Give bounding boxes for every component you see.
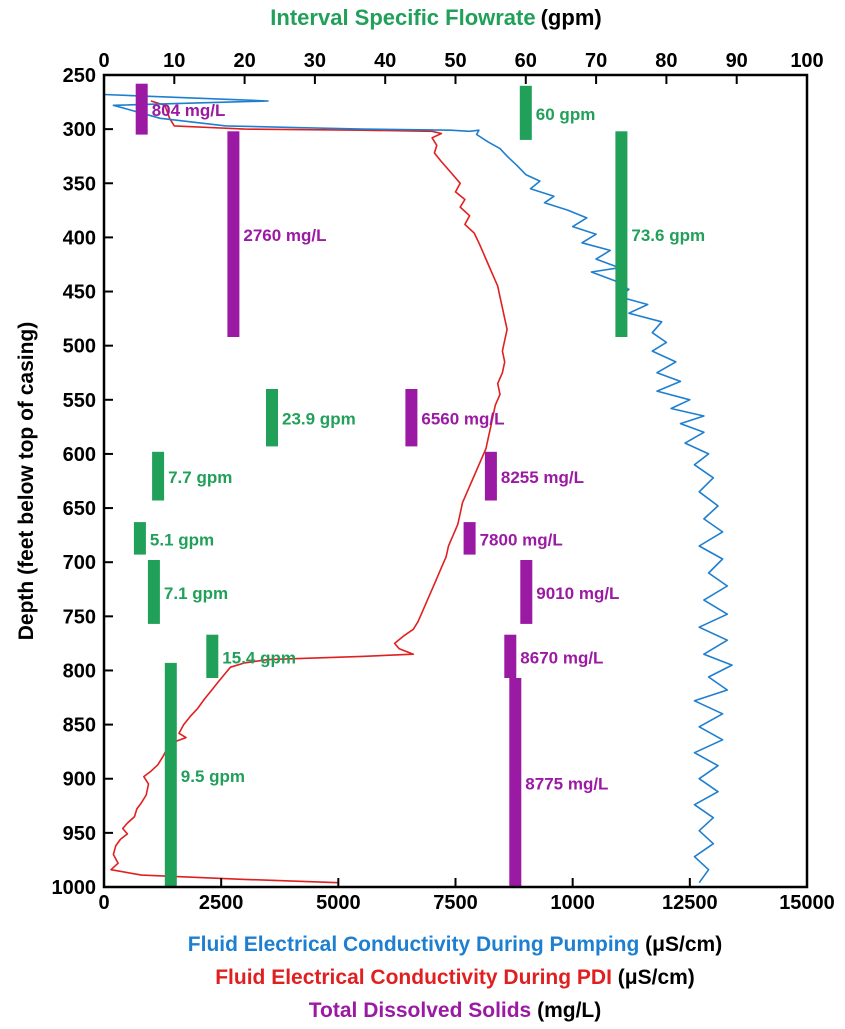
- left-tick-label-14: 950: [63, 823, 96, 845]
- flowrate-bar-5: [147, 560, 160, 624]
- bottom-tick-label-6: 15000: [779, 892, 835, 914]
- interval-label-layer: 60 gpm 73.6 gpm 23.9 gpm 7.7 gpm 5.1 gpm 7.1 …: [150, 101, 705, 793]
- top-axis-title: Interval Specific Flowrate (gpm): [270, 5, 601, 30]
- top-tick-label-6: 60: [515, 50, 537, 72]
- tds-bar-6: [504, 634, 517, 678]
- bottom-axis-title-tds: Total Dissolved Solids (mg/L): [309, 999, 601, 1022]
- flowrate-label-1: 73.6 gpm: [631, 226, 705, 245]
- bottom-axis-title-pumping-main: Fluid Electrical Conductivity During Pum…: [188, 933, 640, 956]
- tds-label-0: 804 mg/L: [152, 101, 226, 120]
- bottom-tick-label-2: 5000: [316, 892, 361, 914]
- left-tick-label-4: 450: [63, 282, 96, 304]
- left-tick-label-8: 650: [63, 498, 96, 520]
- left-tick-label-9: 700: [63, 552, 96, 574]
- left-tick-label-6: 550: [63, 390, 96, 412]
- interval-bar-layer: [133, 83, 628, 887]
- left-axis-title: Depth (feet below top of casing): [15, 322, 38, 641]
- bottom-axis-title-pumping-unit: (μS/cm): [639, 933, 722, 956]
- bottom-axis-title-tds-main: Total Dissolved Solids: [309, 999, 532, 1022]
- top-tick-label-2: 20: [233, 50, 255, 72]
- top-tick-label-1: 10: [163, 50, 185, 72]
- flowrate-bar-4: [133, 522, 146, 555]
- bottom-tick-label-4: 1000: [550, 892, 595, 914]
- left-tick-label-10: 750: [63, 606, 96, 628]
- flowrate-label-7: 9.5 gpm: [181, 767, 245, 786]
- top-tick-label-8: 80: [655, 50, 677, 72]
- flowrate-bar-2: [266, 389, 278, 447]
- tds-label-5: 9010 mg/L: [536, 584, 619, 603]
- top-tick-label-7: 70: [585, 50, 607, 72]
- left-tick-label-12: 850: [63, 715, 96, 737]
- tds-bar-2: [405, 389, 418, 447]
- tds-label-4: 7800 mg/L: [480, 530, 563, 549]
- left-tick-label-15: 1000: [52, 877, 97, 899]
- bottom-tick-label-1: 2500: [199, 892, 244, 914]
- top-axis: 0 10 20 30 40 50 60 70 80 90 100: [98, 50, 824, 84]
- flowrate-label-3: 7.7 gpm: [168, 468, 232, 487]
- flowrate-label-0: 60 gpm: [536, 105, 596, 124]
- flowrate-label-2: 23.9 gpm: [282, 410, 356, 429]
- left-tick-label-5: 500: [63, 336, 96, 358]
- top-tick-label-9: 90: [726, 50, 748, 72]
- top-tick-label-4: 40: [374, 50, 396, 72]
- tds-bar-7: [509, 678, 522, 887]
- flowrate-label-5: 7.1 gpm: [164, 584, 228, 603]
- bottom-axis-title-tds-unit: (mg/L): [531, 999, 601, 1022]
- tds-label-2: 6560 mg/L: [421, 410, 504, 429]
- left-tick-label-11: 800: [63, 660, 96, 682]
- bottom-axis: 0 2500 5000 7500 1000 12500 15000: [98, 878, 835, 914]
- flowrate-label-6: 15.4 gpm: [222, 648, 296, 667]
- tds-bar-0: [135, 83, 148, 135]
- bottom-tick-label-5: 12500: [662, 892, 718, 914]
- flowrate-bar-3: [152, 451, 165, 501]
- left-axis: 250 300 350 400 450 500 550 600 650 700 750 800 850 9…: [52, 65, 113, 899]
- pdi-conductivity-line: [110, 100, 508, 884]
- top-tick-label-3: 30: [304, 50, 326, 72]
- top-tick-label-0: 0: [98, 50, 109, 72]
- left-tick-label-1: 300: [63, 119, 96, 141]
- bottom-axis-title-pumping: Fluid Electrical Conductivity During Pum…: [188, 933, 722, 956]
- bottom-tick-label-3: 7500: [433, 892, 478, 914]
- flowrate-bar-6: [206, 634, 219, 678]
- tds-bar-4: [463, 522, 476, 555]
- left-tick-label-0: 250: [63, 65, 96, 87]
- trace-layer: [103, 93, 733, 884]
- left-tick-label-3: 400: [63, 227, 96, 249]
- bottom-axis-title-pdi-main: Fluid Electrical Conductivity During PDI: [215, 966, 612, 989]
- tds-label-6: 8670 mg/L: [520, 648, 603, 667]
- left-tick-label-2: 350: [63, 173, 96, 195]
- top-axis-title-unit: (gpm): [541, 5, 602, 30]
- bottom-tick-label-0: 0: [98, 892, 109, 914]
- top-axis-title-main: Interval Specific Flowrate: [270, 5, 535, 30]
- flowrate-bar-0: [519, 85, 532, 140]
- tds-bar-1: [227, 131, 240, 337]
- top-tick-label-5: 50: [444, 50, 466, 72]
- pumping-conductivity-line: [103, 93, 733, 884]
- flowrate-bar-7: [164, 662, 177, 887]
- top-tick-label-10: 100: [790, 50, 823, 72]
- flowrate-label-4: 5.1 gpm: [150, 530, 214, 549]
- left-tick-label-13: 900: [63, 769, 96, 791]
- flowrate-bar-1: [615, 131, 628, 337]
- tds-bar-3: [484, 451, 497, 501]
- bottom-axis-title-pdi: Fluid Electrical Conductivity During PDI…: [215, 966, 695, 989]
- tds-label-7: 8775 mg/L: [525, 775, 608, 794]
- bottom-axis-title-pdi-unit: (μS/cm): [612, 966, 695, 989]
- tds-bar-5: [520, 560, 533, 624]
- left-tick-label-7: 600: [63, 444, 96, 466]
- tds-label-3: 8255 mg/L: [501, 468, 584, 487]
- tds-label-1: 2760 mg/L: [243, 226, 326, 245]
